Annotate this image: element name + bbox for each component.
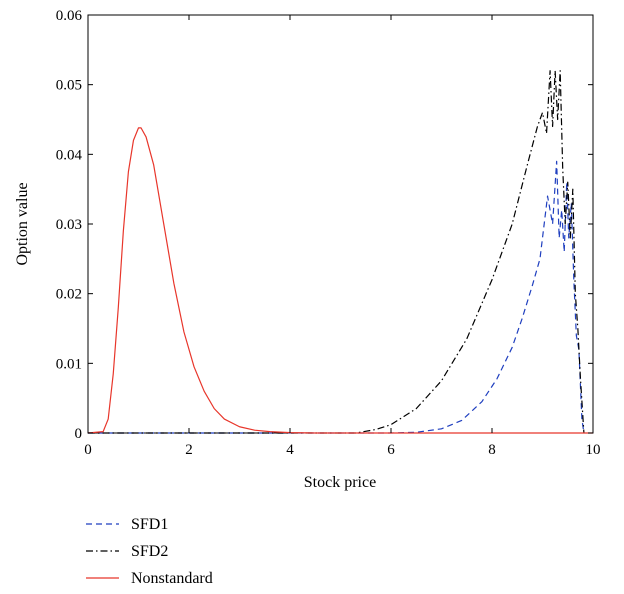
y-tick-label: 0 xyxy=(75,426,83,442)
x-tick-label: 10 xyxy=(586,442,601,458)
legend-label-sfd2: SFD2 xyxy=(131,543,168,560)
series-layer xyxy=(87,70,593,434)
x-tick-label: 8 xyxy=(488,442,496,458)
series-line-nonstandard xyxy=(87,127,593,434)
ticks-layer xyxy=(87,14,594,434)
plot-area xyxy=(87,14,594,434)
y-axis-title: Option value xyxy=(14,182,31,265)
x-tick-label: 2 xyxy=(185,442,193,458)
legend: SFD1 SFD2 Nonstandard xyxy=(86,516,213,587)
x-tick-label: 6 xyxy=(387,442,395,458)
x-axis-title: Stock price xyxy=(304,474,376,491)
y-tick-label: 0.03 xyxy=(56,217,82,233)
y-tick-label: 0.06 xyxy=(56,8,83,24)
y-tick-label: 0.01 xyxy=(56,356,82,372)
legend-label-sfd1: SFD1 xyxy=(131,516,168,533)
tick-labels-layer: 0 2 4 6 8 10 0 0.01 0.02 0.03 0.04 0.05 0.06 xyxy=(56,8,601,458)
y-tick-label: 0.02 xyxy=(56,287,82,303)
legend-label-nonstandard: Nonstandard xyxy=(131,570,213,587)
x-tick-label: 4 xyxy=(286,442,294,458)
y-tick-label: 0.05 xyxy=(56,78,82,94)
series-line-sfd2 xyxy=(88,70,585,434)
x-tick-label: 0 xyxy=(84,442,92,458)
y-tick-label: 0.04 xyxy=(56,147,83,163)
series-line-sfd1 xyxy=(88,160,585,434)
